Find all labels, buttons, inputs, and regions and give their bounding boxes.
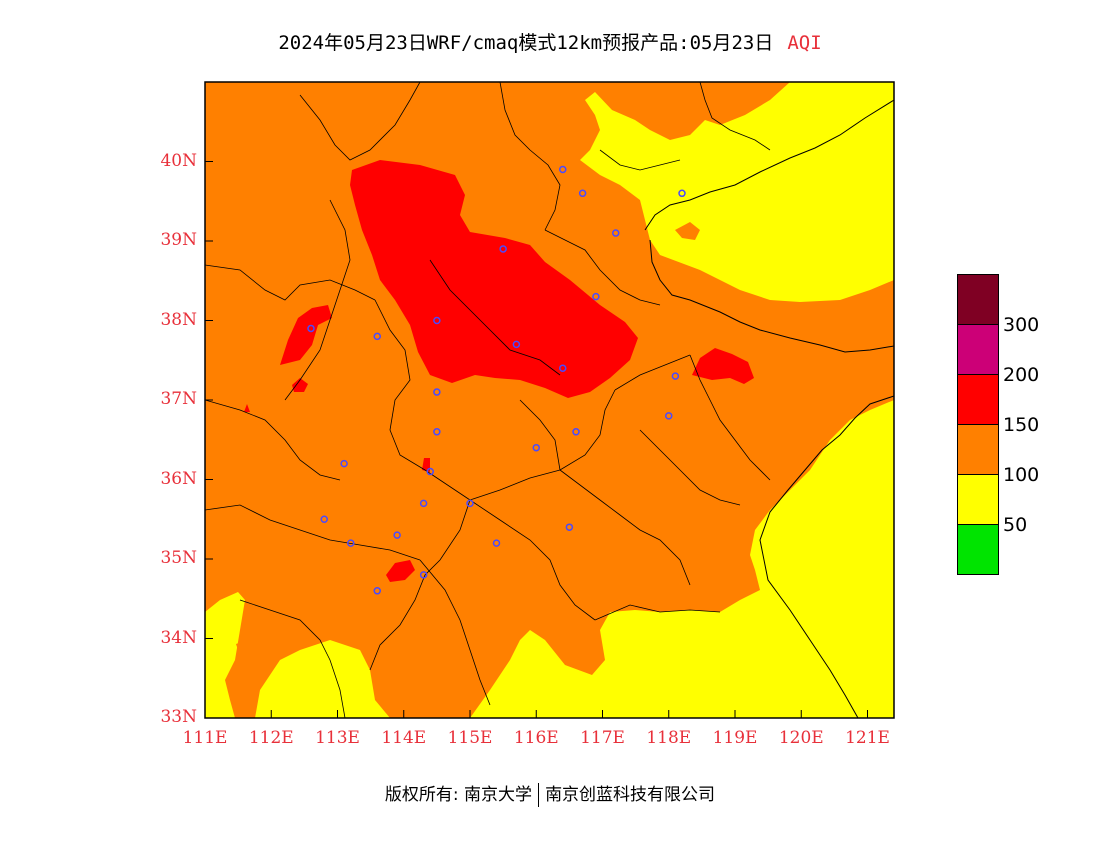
y-tick-label-1: 34N [160,627,197,648]
city-marker-4 [499,245,507,253]
color-legend [957,274,999,575]
legend-swatch-3 [958,425,998,475]
legend-swatch-5 [958,525,998,574]
city-marker-25 [565,523,574,531]
legend-swatch-2 [958,375,998,425]
variable-label: AQI [787,32,822,54]
x-tick-label-3: 114E [381,728,427,748]
city-marker-14 [532,443,540,452]
x-tick-label-2: 113E [315,728,360,748]
legend-swatch-1 [958,325,998,375]
admin-boundaries [205,82,771,718]
city-marker-15 [572,428,580,436]
y-tick-label-7: 40N [160,150,197,171]
x-tick-label-4: 115E [447,728,493,748]
city-marker-20 [466,499,474,508]
city-marker-23 [393,531,401,539]
city-marker-17 [340,459,348,468]
x-tick-label-1: 112E [248,728,294,748]
x-tick-label-7: 118E [646,728,692,748]
legend-label-0: 300 [1003,314,1040,336]
x-tick-label-5: 116E [513,728,559,748]
footer-separator [538,783,540,807]
y-tick-label-0: 33N [160,707,197,727]
city-marker-13 [433,428,441,436]
city-marker-5 [592,292,600,301]
title-text: 2024年05月23日WRF/cmaq模式12km预报产品:05月23日 [278,32,774,54]
city-marker-24 [492,539,501,547]
copyright-left: 版权所有: 南京大学 [384,785,533,805]
y-tick-label-5: 38N [160,309,197,330]
city-markers [307,165,686,595]
city-marker-11 [671,372,680,380]
x-tick-label-10: 121E [845,728,890,748]
city-marker-8 [373,332,381,341]
copyright-footer: 版权所有: 南京大学 南京创蓝科技有限公司 [0,780,1100,807]
city-marker-6 [433,316,441,325]
y-tick-label-6: 39N [160,230,197,250]
city-marker-22 [347,539,355,547]
y-tick-label-3: 36N [160,468,197,489]
city-marker-16 [665,412,673,420]
x-tick-label-9: 120E [778,728,824,748]
y-tick-label-4: 37N [160,389,197,409]
city-marker-2 [612,229,620,237]
city-marker-9 [512,340,521,349]
x-tick-label-6: 117E [580,728,625,748]
map-title: 2024年05月23日WRF/cmaq模式12km预报产品:05月23日 AQI [0,28,1100,55]
city-marker-19 [419,499,428,508]
legend-label-4: 50 [1003,514,1028,536]
legend-label-3: 100 [1003,464,1040,486]
region-moderate-pollution [350,160,638,398]
city-marker-7 [307,324,315,333]
city-marker-26 [419,571,428,579]
x-tick-label-8: 119E [712,728,758,748]
city-marker-10 [559,364,567,372]
y-tick-label-2: 35N [160,548,197,568]
legend-swatch-4 [958,475,998,525]
legend-swatch-0 [958,275,998,325]
tick-marks [204,161,868,719]
city-marker-18 [426,467,434,476]
city-marker-21 [320,515,328,523]
city-marker-27 [373,587,381,595]
copyright-right: 南京创蓝科技有限公司 [545,785,716,805]
legend-label-1: 200 [1003,364,1040,386]
legend-label-2: 150 [1003,414,1040,436]
city-marker-12 [433,388,441,396]
city-marker-1 [578,189,587,198]
coastline [644,99,894,718]
city-marker-0 [559,165,567,174]
city-marker-3 [678,189,686,198]
x-tick-label-0: 111E [182,728,228,748]
